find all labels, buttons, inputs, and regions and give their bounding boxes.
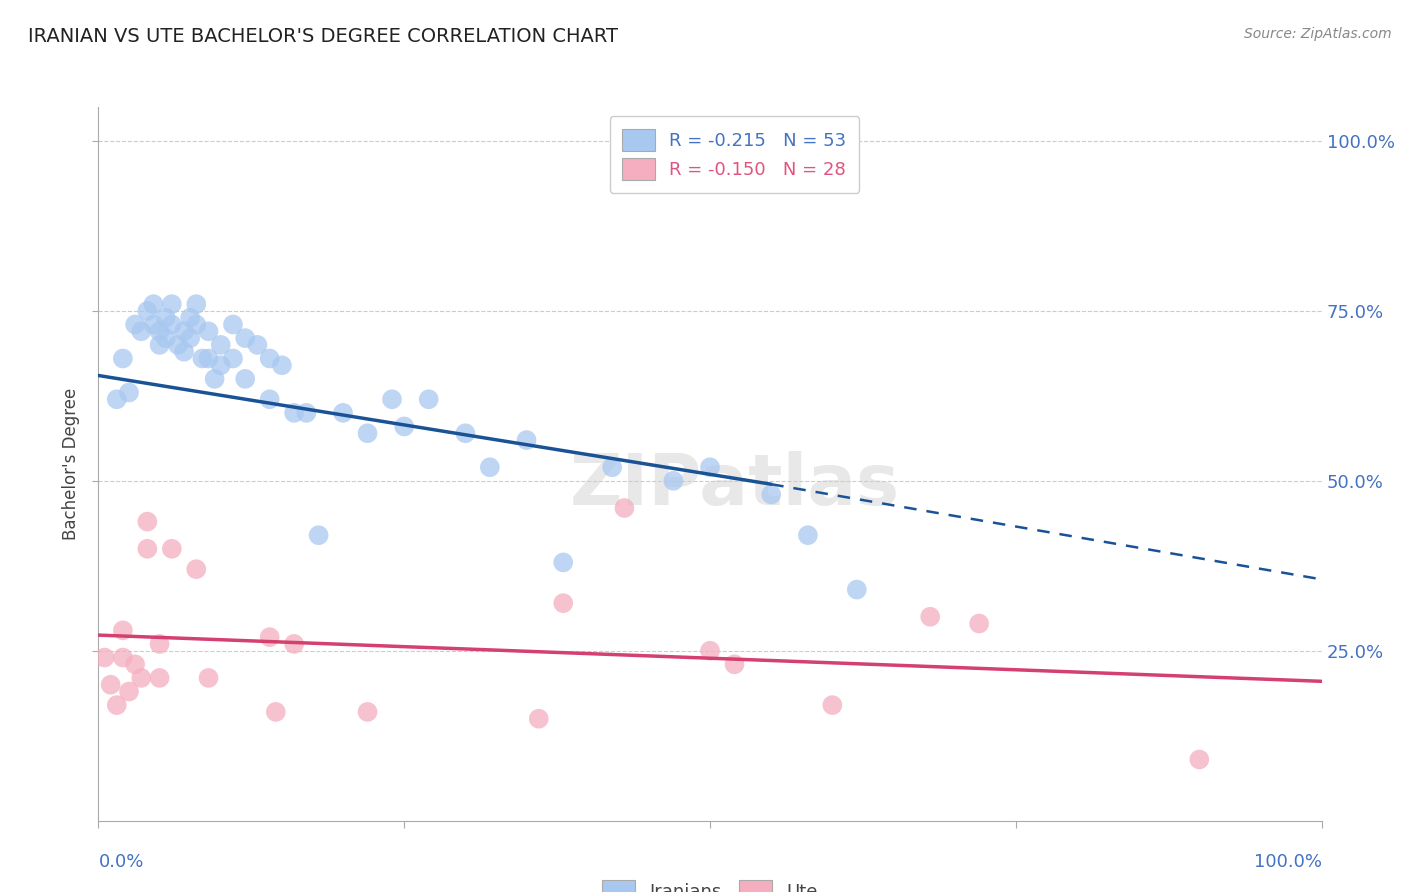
Point <box>821 698 844 712</box>
Point <box>600 460 623 475</box>
Point <box>179 310 201 325</box>
Point <box>160 297 183 311</box>
Point <box>191 351 214 366</box>
Point <box>129 324 152 338</box>
Point <box>155 310 177 325</box>
Point <box>100 678 122 692</box>
Point <box>160 541 183 556</box>
Point <box>356 426 378 441</box>
Text: Source: ZipAtlas.com: Source: ZipAtlas.com <box>1244 27 1392 41</box>
Point <box>356 705 378 719</box>
Point <box>699 644 721 658</box>
Point <box>222 351 245 366</box>
Point <box>454 426 477 441</box>
Point <box>553 596 575 610</box>
Point <box>270 359 294 373</box>
Point <box>723 657 745 672</box>
Point <box>111 650 134 665</box>
Point <box>662 474 685 488</box>
Point <box>186 297 208 311</box>
Point <box>259 351 281 366</box>
Point <box>136 541 159 556</box>
Text: ZIPatlas: ZIPatlas <box>569 450 900 520</box>
Point <box>222 318 245 332</box>
Point <box>553 555 575 569</box>
Point <box>259 630 281 644</box>
Point <box>179 331 201 345</box>
Point <box>111 351 134 366</box>
Point <box>967 616 990 631</box>
Point <box>197 351 219 366</box>
Point <box>515 433 537 447</box>
Point <box>392 419 416 434</box>
Legend: Iranians, Ute: Iranians, Ute <box>595 872 825 892</box>
Point <box>173 324 195 338</box>
Point <box>93 650 115 665</box>
Point <box>149 338 172 352</box>
Point <box>283 637 305 651</box>
Point <box>155 331 177 345</box>
Text: 0.0%: 0.0% <box>98 853 143 871</box>
Point <box>1188 752 1211 766</box>
Y-axis label: Bachelor's Degree: Bachelor's Degree <box>62 388 80 540</box>
Point <box>149 671 172 685</box>
Point <box>920 609 942 624</box>
Point <box>283 406 305 420</box>
Point <box>105 698 128 712</box>
Point <box>797 528 820 542</box>
Point <box>136 515 159 529</box>
Point <box>264 705 287 719</box>
Point <box>613 501 636 516</box>
Point <box>160 318 183 332</box>
Point <box>204 372 226 386</box>
Point <box>124 657 146 672</box>
Point <box>105 392 128 407</box>
Point <box>197 324 219 338</box>
Point <box>124 318 146 332</box>
Point <box>295 406 318 420</box>
Point <box>173 344 195 359</box>
Point <box>246 338 269 352</box>
Point <box>845 582 868 597</box>
Point <box>332 406 354 420</box>
Point <box>527 712 550 726</box>
Point <box>129 671 152 685</box>
Point <box>381 392 404 407</box>
Point <box>233 372 256 386</box>
Point <box>209 338 232 352</box>
Point <box>186 318 208 332</box>
Text: IRANIAN VS UTE BACHELOR'S DEGREE CORRELATION CHART: IRANIAN VS UTE BACHELOR'S DEGREE CORRELA… <box>28 27 619 45</box>
Point <box>478 460 501 475</box>
Point <box>761 487 783 501</box>
Point <box>149 324 172 338</box>
Point <box>418 392 440 407</box>
Point <box>142 318 165 332</box>
Point <box>209 359 232 373</box>
Point <box>149 637 172 651</box>
Point <box>259 392 281 407</box>
Point <box>118 684 141 698</box>
Point <box>699 460 721 475</box>
Point <box>118 385 141 400</box>
Point <box>186 562 208 576</box>
Point <box>142 297 165 311</box>
Point <box>111 624 134 638</box>
Point <box>233 331 256 345</box>
Point <box>197 671 219 685</box>
Text: 100.0%: 100.0% <box>1254 853 1322 871</box>
Point <box>167 338 190 352</box>
Point <box>308 528 330 542</box>
Point <box>136 304 159 318</box>
